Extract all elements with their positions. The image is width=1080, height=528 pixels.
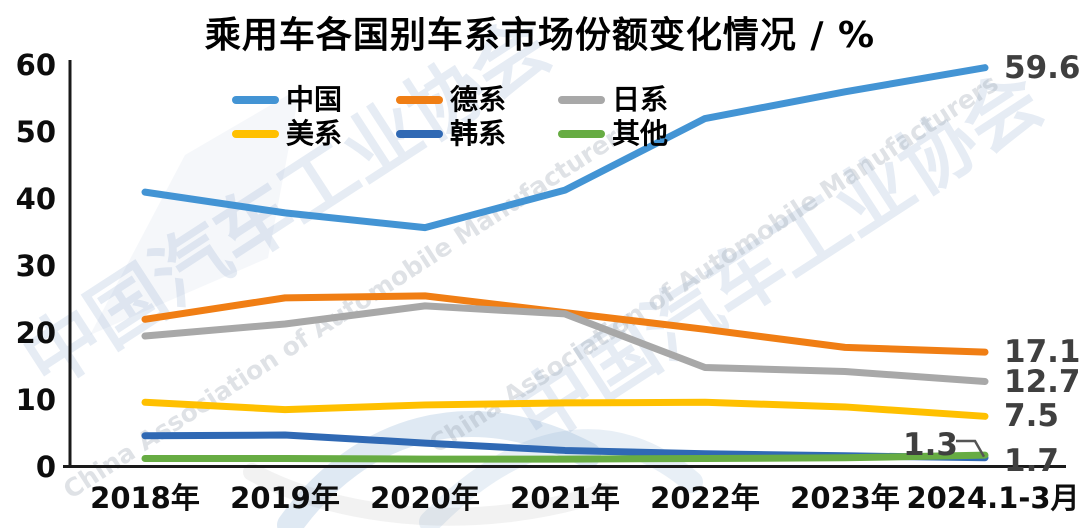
legend-item-japan: 日系 [558,84,714,115]
y-tick-10: 10 [15,382,56,417]
x-tick-2: 2019年 [230,481,340,515]
legend-swatch-germany [396,95,443,104]
y-tick-40: 40 [15,181,56,216]
y-tick-30: 30 [15,248,56,283]
legend-item-usa: 美系 [232,118,396,149]
callout-leader-korea [956,439,986,458]
legend-label-usa: 美系 [286,117,343,150]
legend-item-korea: 韩系 [396,118,558,149]
x-tick-4: 2021年 [510,481,620,515]
series-line-japan [141,302,989,386]
x-tick-3: 2020年 [370,481,480,515]
legend-label-japan: 日系 [612,83,669,116]
x-tick-5: 2022年 [650,481,760,515]
y-tick-20: 20 [15,315,56,350]
y-tick-60: 60 [15,48,56,82]
legend-label-china: 中国 [286,83,343,116]
end-label-china: 59.6 [1004,49,1080,86]
legend-swatch-usa [232,129,279,138]
end-label-korea: 1.3 [903,427,958,463]
legend-swatch-other [558,129,605,138]
x-tick-1: 2018年 [90,481,200,515]
chart-title: 乘用车各国别车系市场份额变化情况 / % [204,15,876,56]
y-tick-0: 0 [35,449,56,484]
series-line-usa [141,398,989,420]
series-line-china [141,64,989,232]
end-label-other: 1.7 [1004,443,1059,480]
end-label-usa: 7.5 [1004,398,1059,435]
legend-swatch-japan [558,95,605,104]
end-label-japan: 12.7 [1004,363,1080,400]
y-tick-50: 50 [15,114,56,149]
legend-item-china: 中国 [232,84,396,115]
legend-label-germany: 德系 [450,83,507,116]
legend-swatch-korea [396,129,443,138]
end-label-germany: 17.1 [1004,334,1080,371]
x-tick-6: 2023年 [790,481,900,515]
legend-swatch-china [232,95,279,104]
legend-item-germany: 德系 [396,84,558,115]
chart-legend: 中国 德系 日系美系 韩系 其他 [232,84,714,149]
series-line-other [141,451,989,463]
legend-item-other: 其他 [558,118,714,149]
legend-label-korea: 韩系 [450,117,507,150]
x-tick-7: 2024.1-3月 [906,481,1080,515]
legend-label-other: 其他 [612,117,669,150]
